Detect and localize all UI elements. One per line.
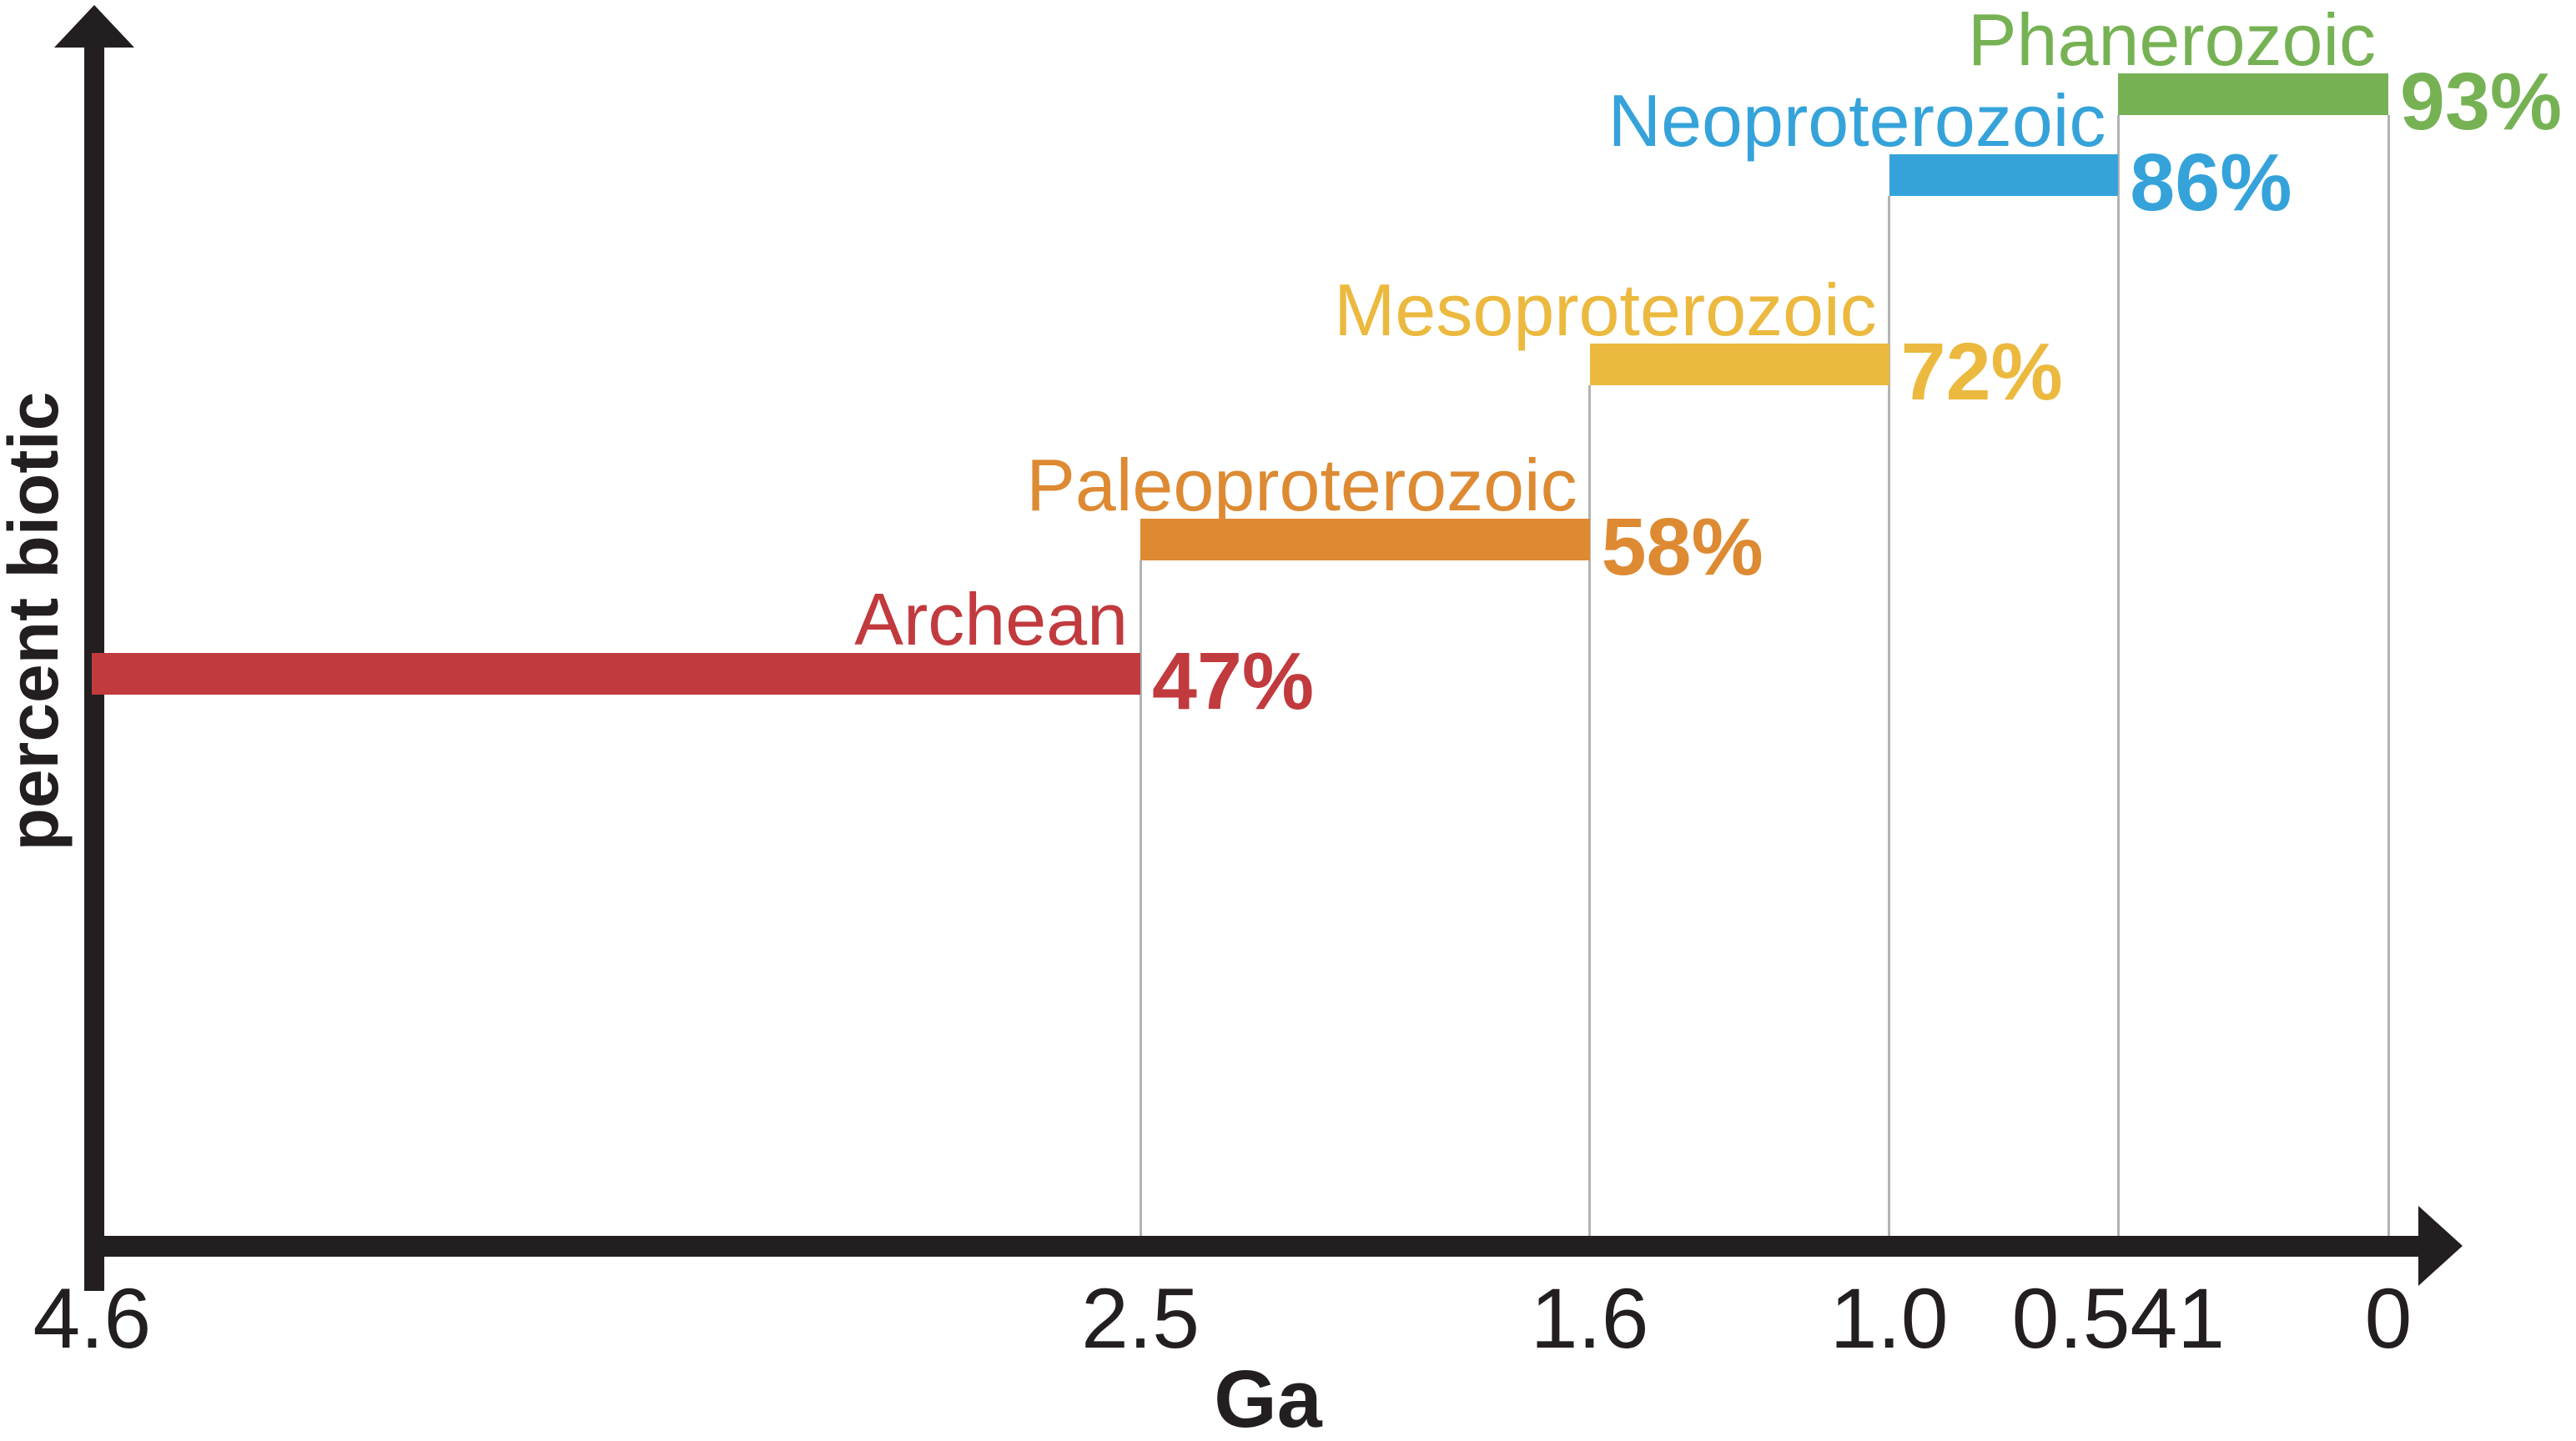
era-label-mesoproterozoic: Mesoproterozoic bbox=[1334, 269, 1877, 351]
x-axis-unit-label: Ga bbox=[1214, 1353, 1322, 1441]
value-label-neoproterozoic: 86% bbox=[2130, 137, 2292, 228]
y-axis-arrow-icon bbox=[54, 5, 134, 48]
bar-neoproterozoic bbox=[1889, 154, 2119, 196]
x-axis-arrow-icon bbox=[2418, 1206, 2463, 1286]
x-tick-label-4.6: 4.6 bbox=[33, 1271, 152, 1366]
value-label-paleoproterozoic: 58% bbox=[1601, 501, 1763, 592]
era-label-phanerozoic: Phanerozoic bbox=[1967, 0, 2377, 81]
bar-phanerozoic bbox=[2118, 73, 2389, 115]
x-tick-label-2.5: 2.5 bbox=[1081, 1271, 1200, 1366]
value-label-archean: 47% bbox=[1152, 635, 1315, 726]
value-label-phanerozoic: 93% bbox=[2400, 56, 2563, 147]
bar-archean bbox=[92, 653, 1141, 695]
gridline-2.5 bbox=[1139, 560, 1142, 1236]
x-axis-line bbox=[84, 1236, 2419, 1257]
gridline-1 bbox=[1888, 196, 1891, 1236]
gridline-0.541 bbox=[2116, 115, 2120, 1236]
x-tick-label-0.541: 0.541 bbox=[2011, 1271, 2225, 1366]
bar-paleoproterozoic bbox=[1140, 519, 1590, 560]
x-tick-label-1.6: 1.6 bbox=[1530, 1271, 1649, 1366]
x-tick-label-1.0: 1.0 bbox=[1829, 1271, 1949, 1366]
era-label-archean: Archean bbox=[854, 578, 1129, 660]
x-tick-label-0: 0 bbox=[2364, 1271, 2412, 1366]
gridline-1.6 bbox=[1588, 385, 1592, 1236]
y-axis-title: percent biotic bbox=[0, 391, 73, 851]
era-label-paleoproterozoic: Paleoproterozoic bbox=[1026, 444, 1577, 526]
value-label-mesoproterozoic: 72% bbox=[1900, 326, 2063, 417]
bar-mesoproterozoic bbox=[1589, 344, 1889, 385]
era-label-neoproterozoic: Neoproterozoic bbox=[1607, 79, 2106, 162]
gridline-0 bbox=[2387, 115, 2390, 1236]
